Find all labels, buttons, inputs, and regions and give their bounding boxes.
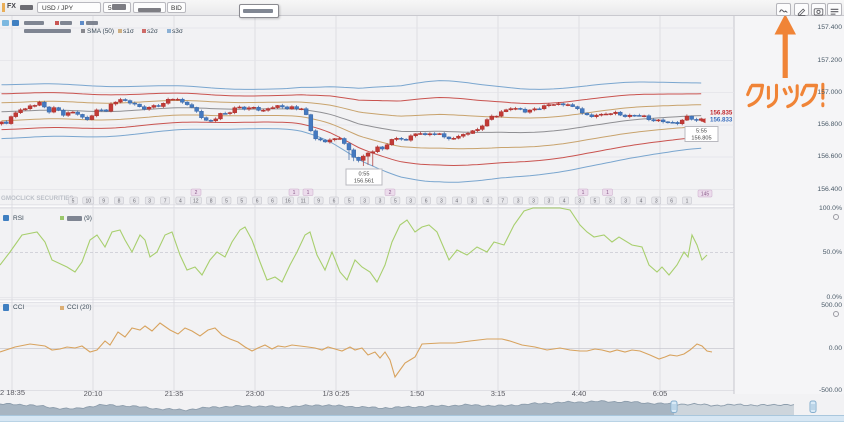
svg-text:4: 4 <box>455 199 458 205</box>
svg-text:7: 7 <box>501 199 504 205</box>
svg-text:156.561: 156.561 <box>354 179 374 185</box>
svg-text:3: 3 <box>609 199 612 205</box>
svg-text:8: 8 <box>210 199 213 205</box>
svg-text:5: 5 <box>394 199 397 205</box>
svg-text:0:55: 0:55 <box>359 172 370 178</box>
svg-text:9: 9 <box>317 199 320 205</box>
svg-text:6: 6 <box>256 199 259 205</box>
svg-text:1: 1 <box>606 190 609 196</box>
svg-text:4: 4 <box>563 199 566 205</box>
svg-text:16: 16 <box>285 199 291 205</box>
svg-text:156.833: 156.833 <box>710 116 733 123</box>
svg-text:2: 2 <box>389 190 392 196</box>
svg-text:1: 1 <box>686 199 689 205</box>
svg-text:3: 3 <box>532 199 535 205</box>
svg-text:3: 3 <box>578 199 581 205</box>
svg-text:10: 10 <box>86 199 92 205</box>
svg-text:5: 5 <box>348 199 351 205</box>
svg-text:6: 6 <box>271 199 274 205</box>
svg-text:6: 6 <box>133 199 136 205</box>
svg-text:4: 4 <box>179 199 182 205</box>
svg-text:3: 3 <box>440 199 443 205</box>
svg-text:3: 3 <box>471 199 474 205</box>
svg-text:3: 3 <box>148 199 151 205</box>
svg-text:1: 1 <box>307 190 310 196</box>
svg-text:1: 1 <box>293 190 296 196</box>
svg-text:6: 6 <box>670 199 673 205</box>
svg-text:4: 4 <box>640 199 643 205</box>
svg-text:156.805: 156.805 <box>691 136 711 142</box>
svg-text:3: 3 <box>548 199 551 205</box>
svg-text:11: 11 <box>301 199 306 205</box>
svg-text:9: 9 <box>102 199 105 205</box>
svg-text:145: 145 <box>701 192 710 198</box>
svg-text:3: 3 <box>624 199 627 205</box>
svg-text:7: 7 <box>164 199 167 205</box>
svg-text:1: 1 <box>582 190 585 196</box>
svg-text:5:55: 5:55 <box>696 129 707 135</box>
svg-text:2: 2 <box>195 190 198 196</box>
svg-text:156.835: 156.835 <box>710 109 733 116</box>
svg-text:12: 12 <box>193 199 199 205</box>
svg-text:3: 3 <box>655 199 658 205</box>
svg-text:8: 8 <box>118 199 121 205</box>
svg-text:4: 4 <box>486 199 489 205</box>
svg-text:5: 5 <box>240 199 243 205</box>
svg-text:5: 5 <box>594 199 597 205</box>
svg-text:6: 6 <box>425 199 428 205</box>
svg-text:5: 5 <box>225 199 228 205</box>
svg-text:3: 3 <box>363 199 366 205</box>
svg-text:3: 3 <box>409 199 412 205</box>
svg-text:3: 3 <box>379 199 382 205</box>
svg-text:3: 3 <box>517 199 520 205</box>
svg-text:6: 6 <box>333 199 336 205</box>
svg-text:5: 5 <box>72 199 75 205</box>
